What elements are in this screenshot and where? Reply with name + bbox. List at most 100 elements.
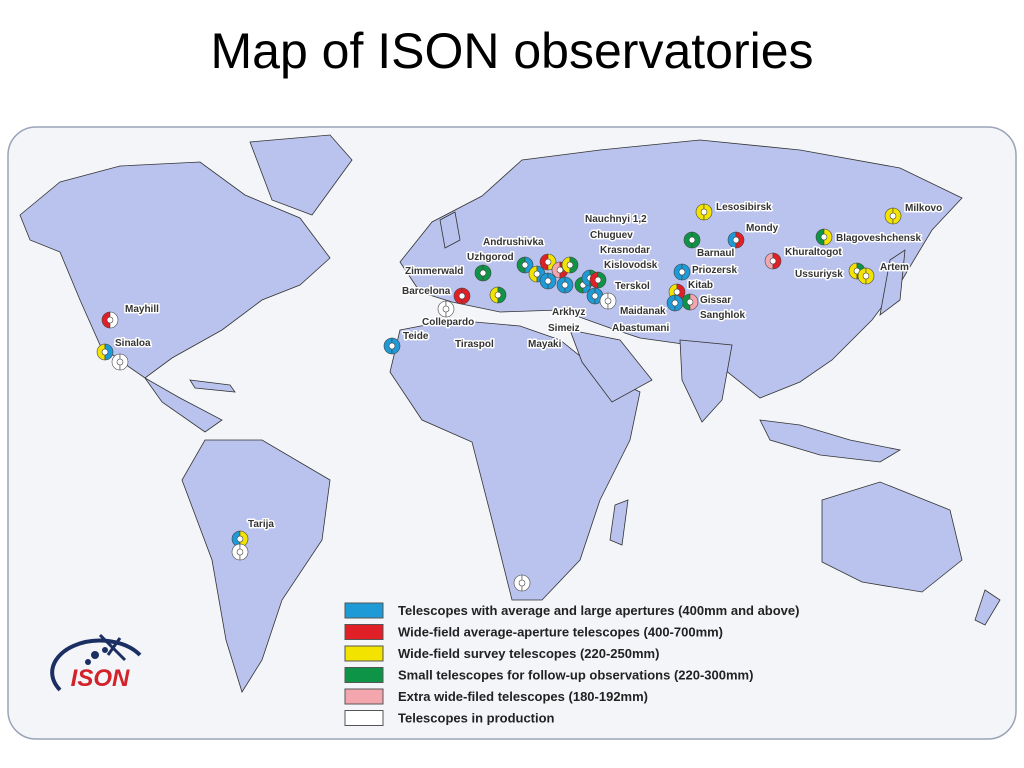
- station-marker: [474, 264, 492, 282]
- marker-half: [239, 543, 249, 561]
- marker-half: [857, 267, 867, 285]
- legend-label: Extra wide-filed telescopes (180-192mm): [398, 689, 648, 704]
- marker-half: [561, 256, 571, 274]
- marker-center: [591, 292, 599, 300]
- central-america: [144, 377, 223, 433]
- marker-center: [678, 268, 686, 276]
- marker-half: [569, 256, 579, 274]
- marker-half: [815, 228, 825, 246]
- station-marker: [857, 267, 875, 285]
- marker-center: [544, 258, 552, 266]
- marker-half: [589, 271, 599, 289]
- station-marker: [561, 256, 579, 274]
- marker-half: [119, 353, 129, 371]
- station-label: Mayhill: [125, 304, 159, 315]
- station-marker: [111, 353, 129, 371]
- marker-half: [597, 271, 607, 289]
- marker-half: [516, 256, 526, 274]
- station-marker: [681, 293, 699, 311]
- station-label: Krasnodar: [600, 245, 650, 256]
- legend-swatch: [344, 710, 384, 726]
- marker-center: [889, 212, 897, 220]
- marker-half: [683, 231, 693, 249]
- marker-half: [581, 269, 591, 287]
- marker-center: [116, 358, 124, 366]
- marker-half: [109, 311, 119, 329]
- legend-swatch: [344, 645, 384, 662]
- marker-center: [479, 269, 487, 277]
- logo: ISON: [50, 633, 142, 692]
- india: [679, 339, 733, 423]
- marker-half: [474, 264, 484, 282]
- greenland: [249, 134, 353, 216]
- legend-label: Telescopes in production: [398, 711, 555, 726]
- indonesia: [759, 419, 902, 463]
- marker-center: [458, 292, 466, 300]
- madagascar: [609, 499, 629, 546]
- station-marker: [683, 231, 701, 249]
- station-label: Tarija: [248, 519, 274, 530]
- marker-center: [686, 298, 694, 306]
- marker-center: [533, 270, 541, 278]
- station-marker: [589, 271, 607, 289]
- marker-center: [521, 261, 529, 269]
- north-america: [19, 161, 331, 379]
- australia: [821, 481, 963, 593]
- station-marker: [673, 263, 691, 281]
- marker-half: [848, 262, 858, 280]
- station-marker: [96, 343, 114, 361]
- station-label: Milkovo: [905, 203, 942, 214]
- marker-half: [691, 231, 701, 249]
- marker-half: [437, 300, 447, 318]
- marker-center: [673, 288, 681, 296]
- marker-half: [586, 287, 596, 305]
- marker-half: [564, 276, 574, 294]
- marker-center: [604, 297, 612, 305]
- marker-half: [513, 574, 523, 592]
- marker-half: [539, 272, 549, 290]
- station-label: Artem: [880, 262, 909, 273]
- marker-half: [556, 276, 566, 294]
- marker-half: [674, 294, 684, 312]
- station-marker: [453, 287, 471, 305]
- marker-half: [111, 353, 121, 371]
- legend-label: Small telescopes for follow-up observati…: [398, 668, 753, 683]
- marker-half: [703, 203, 713, 221]
- station-label: Sinaloa: [115, 338, 151, 349]
- station-label: Lesosibirsk: [716, 202, 772, 213]
- station-label: Priozersk: [692, 265, 737, 276]
- new-zealand: [974, 589, 1001, 626]
- legend-swatch: [344, 667, 384, 683]
- station-marker: [489, 286, 507, 304]
- legend-swatch: [344, 624, 384, 640]
- marker-half: [727, 231, 737, 249]
- marker-half: [539, 253, 549, 271]
- station-marker: [556, 276, 574, 294]
- legend-swatch: [344, 602, 384, 619]
- station-label: Mayaki: [528, 339, 562, 350]
- marker-half: [681, 263, 691, 281]
- station-label: Barcelona: [402, 286, 451, 297]
- station-marker: [513, 574, 531, 592]
- station-label: Uzhgorod: [467, 252, 514, 263]
- station-label: Terskol: [615, 281, 650, 292]
- africa: [389, 319, 641, 601]
- marker-center: [236, 548, 244, 556]
- marker-half: [666, 294, 676, 312]
- marker-half: [101, 311, 111, 329]
- marker-half: [551, 261, 561, 279]
- legend-label: Telescopes with average and large apertu…: [398, 603, 799, 618]
- marker-half: [453, 287, 463, 305]
- title: Map of ISON observatories: [210, 23, 813, 79]
- arabia: [569, 329, 653, 403]
- marker-half: [497, 286, 507, 304]
- marker-half: [884, 207, 894, 225]
- marker-center: [862, 272, 870, 280]
- station-label: Blagoveshchensk: [836, 233, 921, 244]
- legend-label: Wide-field survey telescopes (220-250mm): [398, 646, 659, 661]
- station-label: Khuraltogot: [785, 247, 842, 258]
- marker-center: [236, 535, 244, 543]
- marker-half: [823, 228, 833, 246]
- station-marker: [539, 272, 557, 290]
